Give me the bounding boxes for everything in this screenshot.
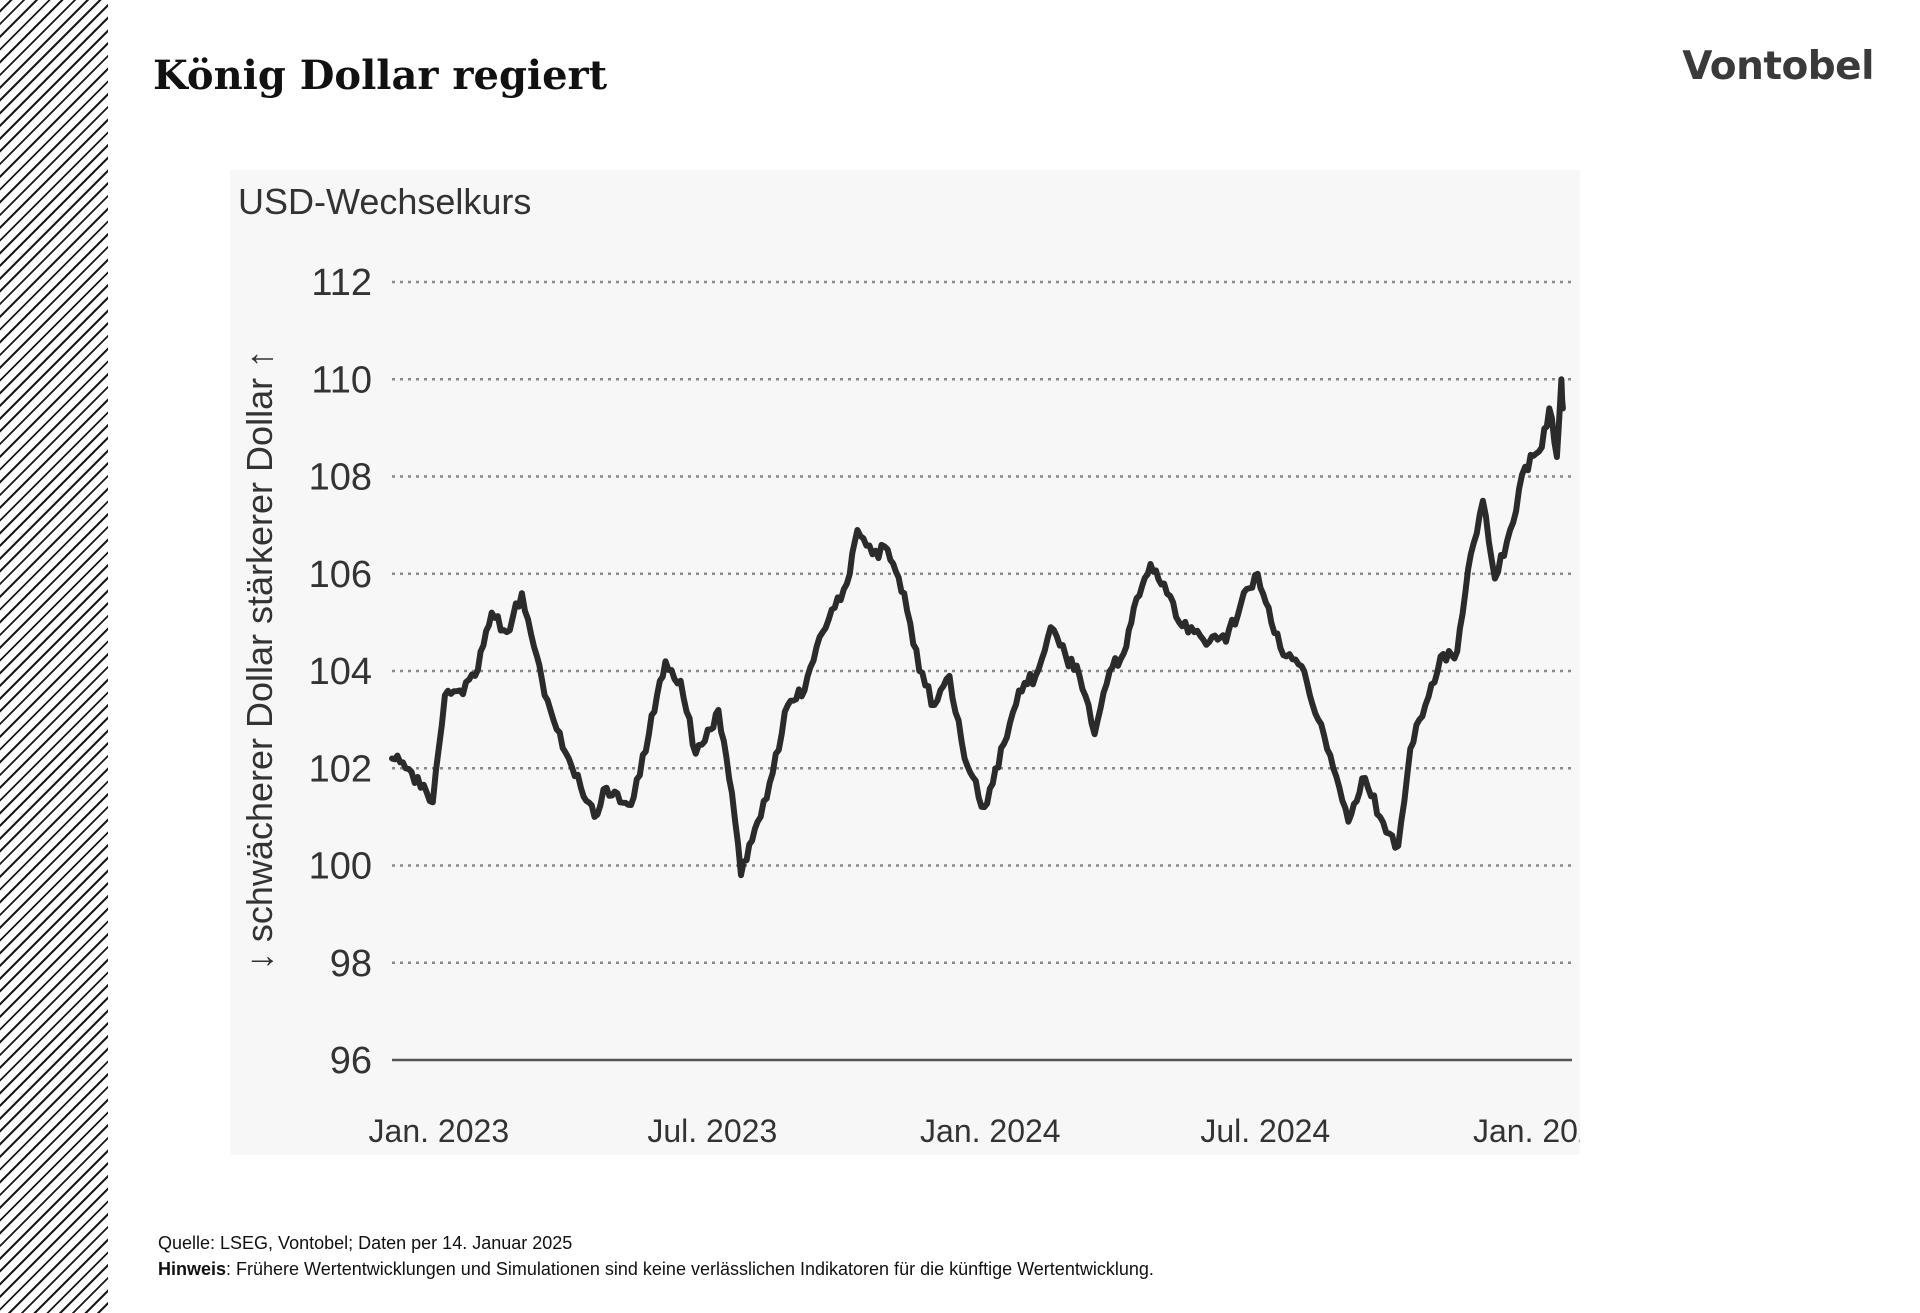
hatched-border [0, 0, 108, 1313]
y-tick-label: 104 [309, 651, 372, 693]
chart-title: USD-Wechselkurs [238, 181, 531, 222]
y-tick-label: 108 [309, 457, 372, 499]
x-tick-label: Jul. 2024 [1200, 1113, 1330, 1149]
grid-lines [392, 280, 1572, 1062]
disclaimer-text: : Frühere Wertentwicklungen und Simulati… [226, 1259, 1154, 1279]
y-tick-labels: 96 98 100 102 104 106 108 110 112 [309, 262, 372, 1082]
x-tick-label: Jul. 2023 [647, 1113, 777, 1149]
series-layer [389, 376, 1566, 879]
y-tick-label: 100 [309, 846, 372, 888]
source-line: Quelle: LSEG, Vontobel; Daten per 14. Ja… [158, 1233, 573, 1253]
disclaimer-label: Hinweis [158, 1259, 227, 1279]
y-tick-label: 96 [330, 1040, 372, 1082]
x-tick-label: Jan. 2025 [1473, 1113, 1580, 1149]
y-tick-label: 102 [309, 748, 372, 790]
y-axis-label: ↓ schwächerer Dollar stärkerer Dollar ↑ [239, 350, 280, 970]
x-tick-label: Jan. 2024 [920, 1113, 1061, 1149]
disclaimer-line: Hinweis: Frühere Wertentwicklungen und S… [158, 1256, 1154, 1282]
y-tick-label: 98 [330, 943, 372, 985]
chart-panel: USD-Wechselkurs ↓ schwächerer Dollar stä… [230, 170, 1580, 1155]
y-tick-label: 110 [311, 359, 372, 401]
series-line [389, 376, 1566, 879]
y-tick-label: 112 [311, 262, 372, 304]
y-tick-label: 106 [309, 554, 372, 596]
brand-logo: Vontobel [1682, 44, 1874, 89]
page-title: König Dollar regiert [153, 52, 608, 99]
source-note: Quelle: LSEG, Vontobel; Daten per 14. Ja… [158, 1230, 1154, 1282]
x-tick-label: Jan. 2023 [369, 1113, 510, 1149]
usd-exchange-rate-chart: USD-Wechselkurs ↓ schwächerer Dollar stä… [238, 181, 1580, 1149]
x-tick-labels: Jan. 2023 Jul. 2023 Jan. 2024 Jul. 2024 Jan.… [369, 1113, 1580, 1149]
